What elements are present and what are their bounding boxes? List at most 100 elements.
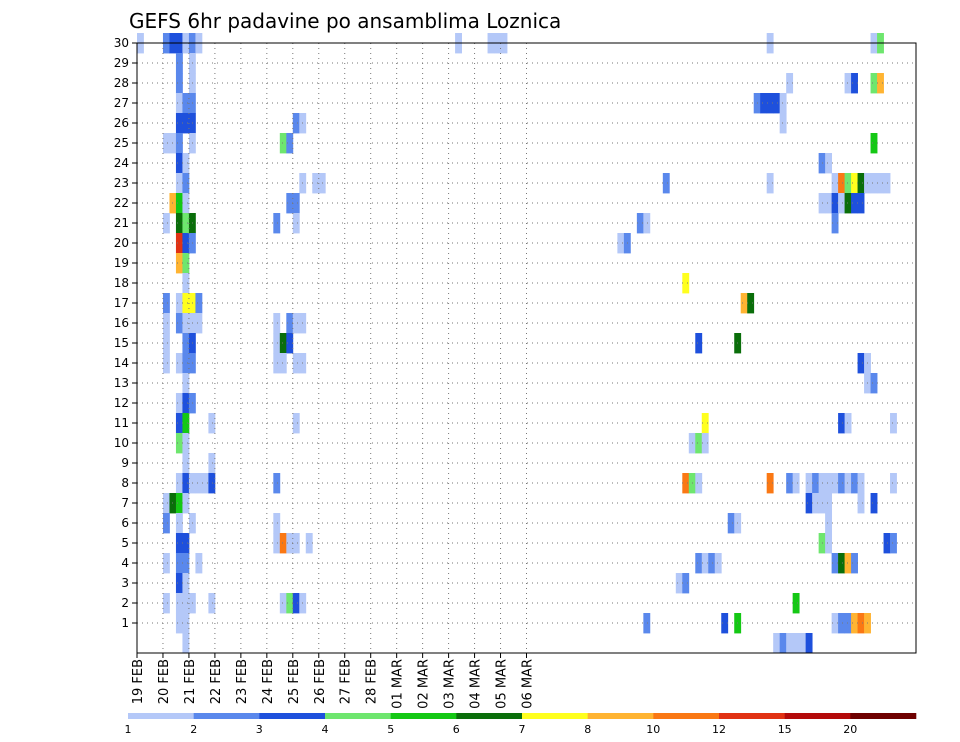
y-tick-label: 4 — [121, 556, 129, 570]
y-tick-label: 18 — [114, 276, 129, 290]
heatmap-cell — [292, 413, 300, 434]
heatmap-cell — [760, 93, 768, 114]
x-tick-label: 25 FEB — [287, 659, 302, 704]
heatmap-cell — [779, 113, 787, 134]
y-tick-label: 3 — [121, 576, 129, 590]
heatmap-cell — [851, 553, 858, 574]
heatmap-cell — [805, 473, 813, 494]
heatmap-cell — [870, 373, 878, 394]
color-legend: 1 2 3 4 5 6 7 8 10 12 15 20 — [125, 713, 917, 736]
heatmap-cell — [286, 133, 294, 154]
heatmap-cell — [292, 353, 300, 374]
x-tick-label: 20 FEB — [157, 659, 172, 704]
heatmap-cell — [695, 473, 703, 494]
heatmap-cell — [273, 513, 281, 534]
heatmap-cell — [162, 513, 170, 534]
heatmap-cell — [305, 533, 313, 554]
heatmap-cell — [292, 593, 300, 614]
heatmap-cell — [740, 293, 748, 314]
heatmap-cell — [643, 213, 651, 234]
heatmap-cell — [851, 193, 858, 214]
heatmap-cell — [162, 593, 170, 614]
heatmap-cell — [162, 333, 170, 354]
heatmap-cell — [195, 313, 203, 334]
heatmap-cell — [708, 553, 716, 574]
heatmap-cell — [851, 613, 858, 634]
y-tick-label: 2 — [121, 596, 129, 610]
heatmap-cell — [773, 93, 781, 114]
heatmap-cell — [799, 633, 807, 654]
heatmap-cell — [857, 353, 865, 374]
legend-swatch — [784, 713, 851, 719]
heatmap-cell — [182, 193, 190, 214]
heatmap-cell — [662, 173, 670, 194]
heatmap-cell — [182, 533, 190, 554]
heatmap-cell — [273, 353, 281, 374]
heatmap-cell — [175, 93, 183, 114]
heatmap-cell — [838, 473, 845, 494]
heatmap-cell — [175, 613, 183, 634]
heatmap-cell — [175, 493, 183, 514]
y-tick-label: 22 — [114, 196, 129, 210]
heatmap-cell — [286, 313, 294, 334]
heatmap-cell — [182, 473, 190, 494]
heatmap-cell — [175, 393, 183, 414]
y-tick-label: 20 — [114, 236, 129, 250]
heatmap-cell — [714, 553, 722, 574]
y-tick-label: 6 — [121, 516, 129, 530]
legend-swatch — [653, 713, 720, 719]
legend-swatch — [128, 713, 194, 719]
legend-swatch — [193, 713, 260, 719]
heatmap-cell — [617, 233, 625, 254]
heatmap-cell — [175, 153, 183, 174]
y-tick-label: 29 — [114, 56, 129, 70]
heatmap-cell — [825, 473, 833, 494]
heatmap-cell — [643, 613, 651, 634]
heatmap-cell — [208, 593, 216, 614]
legend-label: 2 — [190, 723, 197, 736]
legend-label: 3 — [256, 723, 263, 736]
heatmap-cell — [838, 413, 845, 434]
heatmap-cell — [812, 493, 820, 514]
x-tick-label: 21 FEB — [183, 659, 198, 704]
heatmap-cell — [292, 193, 300, 214]
heatmap-cell — [273, 213, 281, 234]
y-tick-label: 24 — [114, 156, 129, 170]
heatmap-cell — [805, 493, 813, 514]
heatmap-cell — [844, 413, 852, 434]
x-tick-label: 04 MAR — [469, 659, 484, 709]
y-tick-label: 12 — [114, 396, 129, 410]
heatmap-cell — [182, 433, 190, 454]
heatmap-cell — [175, 193, 183, 214]
legend-label: 6 — [453, 723, 460, 736]
heatmap-cell — [273, 333, 281, 354]
heatmap-cell — [182, 453, 190, 474]
heatmap-cell — [844, 73, 852, 94]
heatmap-cell — [701, 553, 709, 574]
x-tick-label: 22 FEB — [209, 659, 224, 704]
heatmap-cell — [695, 553, 703, 574]
heatmap-cell — [182, 373, 190, 394]
heatmap-cell — [851, 473, 858, 494]
legend-swatch — [850, 713, 917, 719]
heatmap-cell — [292, 213, 300, 234]
heatmap-cell — [786, 473, 794, 494]
y-axis-ticks: 1234567891011121314151617181920212223242… — [114, 36, 137, 630]
y-tick-label: 25 — [114, 136, 129, 150]
heatmap-cell — [825, 193, 833, 214]
heatmap-cell — [162, 213, 170, 234]
heatmap-cell — [851, 173, 858, 194]
x-tick-label: 27 FEB — [339, 659, 354, 704]
heatmap-cell — [870, 73, 878, 94]
heatmap-cell — [273, 533, 281, 554]
heatmap-cell — [182, 593, 190, 614]
heatmap-cell — [890, 413, 897, 434]
heatmap-cell — [175, 73, 183, 94]
heatmap-cell — [208, 413, 216, 434]
heatmap-cell — [857, 473, 865, 494]
legend-label: 15 — [778, 723, 792, 736]
y-tick-label: 8 — [121, 476, 129, 490]
heatmap-cell — [883, 173, 891, 194]
legend-label: 5 — [387, 723, 394, 736]
y-tick-label: 21 — [114, 216, 129, 230]
